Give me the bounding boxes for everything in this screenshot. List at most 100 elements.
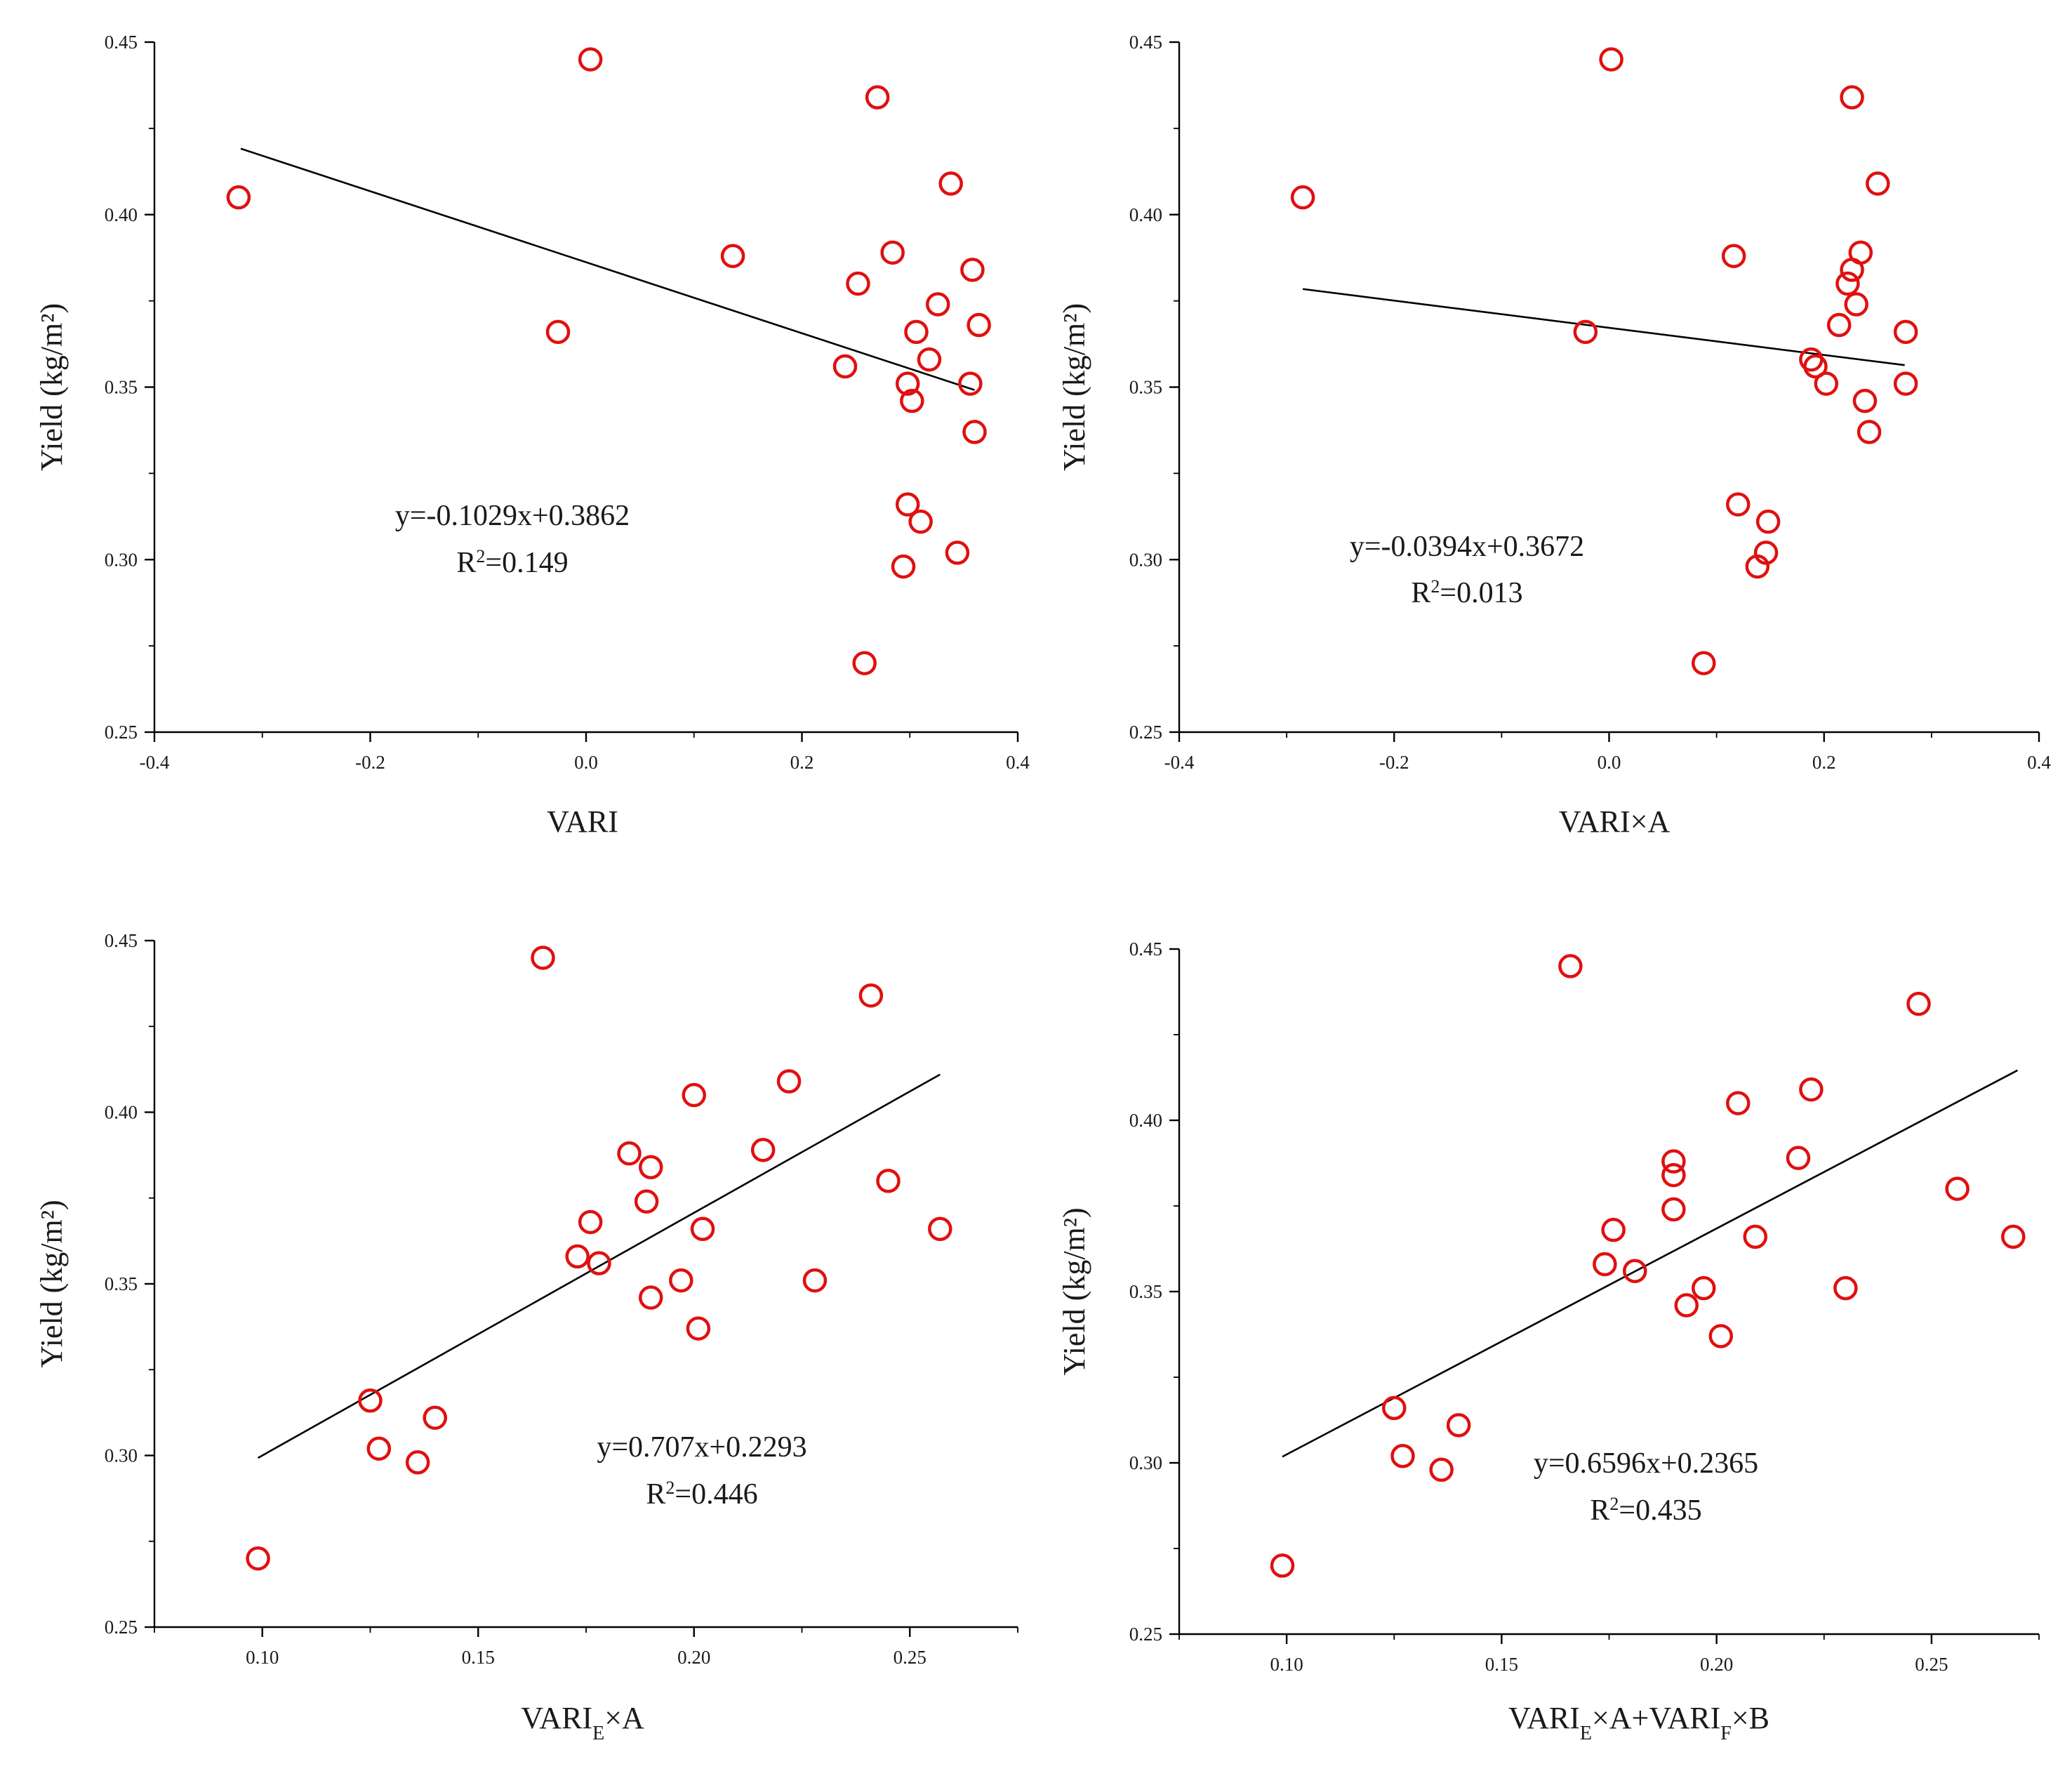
data-point: [1799, 1077, 1824, 1102]
data-point: [1786, 1146, 1811, 1170]
data-point: [578, 1209, 603, 1235]
panel-vari-a: -0.4 -0.2 0.0 0.2 0.4 0.25 0.30 0.35 0.40 0.45 y=…: [1057, 32, 2051, 839]
data-point: [960, 258, 985, 282]
y-axis-title: Yield (kg/m²): [34, 303, 69, 471]
y-tick-label: 0.30: [105, 549, 138, 570]
data-point: [2001, 1224, 2026, 1249]
x-tick-label: 0.15: [1485, 1654, 1518, 1675]
data-point: [1844, 292, 1868, 317]
data-point: [895, 492, 920, 517]
data-point: [246, 1546, 270, 1571]
data-point: [634, 1189, 659, 1214]
equation-label: y=-0.0394x+0.3672: [1350, 531, 1584, 563]
regression-line: [1282, 1069, 2018, 1458]
data-point: [967, 312, 991, 338]
x-tick-label: 0.2: [790, 752, 814, 773]
y-tick-label: 0.40: [105, 1102, 138, 1123]
data-point: [1721, 244, 1746, 268]
data-point: [686, 1316, 711, 1341]
data-point: [1429, 1457, 1454, 1483]
x-tick-label: 0.15: [462, 1647, 495, 1668]
data-point: [925, 292, 950, 317]
x-tick-label: 0.25: [894, 1647, 927, 1668]
data-point: [904, 319, 929, 345]
x-tick-label: -0.4: [140, 752, 170, 773]
data-point: [639, 1285, 663, 1310]
data-point: [545, 319, 571, 345]
x-tick-label: 0.2: [1812, 752, 1836, 773]
data-point: [405, 1450, 430, 1475]
data-point: [1674, 1293, 1699, 1318]
y-tick-label: 0.25: [105, 1617, 138, 1638]
data-point: [578, 47, 603, 72]
data-point: [1599, 47, 1623, 72]
data-point: [1852, 388, 1878, 413]
data-point: [1840, 85, 1864, 110]
data-point: [1558, 954, 1583, 979]
y-tick-label: 0.40: [1129, 1110, 1162, 1131]
data-point: [639, 1155, 663, 1179]
data-point: [423, 1405, 447, 1430]
data-point: [1390, 1443, 1415, 1468]
data-point: [1945, 1176, 1970, 1201]
data-point: [938, 171, 963, 196]
data-point: [1743, 1224, 1767, 1249]
y-tick-label: 0.45: [105, 930, 138, 951]
data-point: [1661, 1149, 1686, 1174]
x-tick-label: 0.10: [246, 1647, 279, 1668]
y-tick-label: 0.30: [105, 1445, 138, 1466]
data-point: [776, 1069, 802, 1094]
y-tick-label: 0.30: [1129, 549, 1162, 570]
regression-line: [257, 1073, 941, 1459]
data-point: [1290, 185, 1315, 210]
data-point: [865, 85, 890, 110]
data-point: [1446, 1413, 1471, 1438]
data-point: [366, 1436, 392, 1461]
data-point: [1270, 1553, 1295, 1578]
y-tick-label: 0.45: [105, 32, 138, 53]
data-point: [900, 388, 924, 413]
data-point: [1906, 991, 1931, 1016]
regression-line: [240, 147, 975, 391]
x-axis-title: VARI×A: [1559, 804, 1671, 839]
data-point: [531, 946, 555, 970]
data-point: [690, 1216, 715, 1242]
panel-vari-e-a: 0.10 0.15 0.20 0.25 0.25 0.30 0.35 0.40 0.45 y=0…: [34, 930, 1018, 1744]
data-point: [1692, 1275, 1716, 1301]
y-tick-label: 0.30: [1129, 1452, 1162, 1473]
data-point: [1593, 1252, 1617, 1277]
x-tick-label: 0.0: [1598, 752, 1621, 773]
x-tick-label: 0.25: [1915, 1654, 1948, 1675]
data-point: [750, 1138, 776, 1162]
data-point: [908, 509, 933, 534]
regression-line: [1302, 288, 1905, 366]
r-squared-label: R2=0.013: [1411, 576, 1522, 610]
data-point: [1835, 271, 1860, 296]
data-point: [917, 347, 942, 372]
x-tick-label: -0.2: [1379, 752, 1409, 773]
y-tick-label: 0.35: [1129, 377, 1162, 398]
y-axis-title: Yield (kg/m²): [1057, 1207, 1091, 1375]
y-tick-label: 0.35: [1129, 1281, 1162, 1302]
data-point: [682, 1082, 706, 1108]
y-axis-title: Yield (kg/m²): [34, 1200, 69, 1367]
data-point: [1893, 319, 1918, 345]
data-point: [852, 651, 877, 675]
data-point: [1755, 509, 1781, 534]
data-point: [1833, 1275, 1858, 1301]
data-point: [1601, 1217, 1626, 1242]
x-tick-label: 0.20: [1700, 1654, 1733, 1675]
data-point: [1708, 1324, 1733, 1348]
data-point: [802, 1268, 828, 1293]
data-point: [720, 244, 745, 268]
x-axis-title: VARIE×A+VARIF×B: [1508, 1701, 1769, 1744]
r-squared-label: R2=0.435: [1590, 1494, 1701, 1527]
panel-vari-e-a-vari-f-b: 0.10 0.15 0.20 0.25 0.25 0.30 0.35 0.40 0.45 y=0…: [1057, 938, 2040, 1744]
data-point: [876, 1169, 901, 1193]
data-point: [945, 540, 970, 565]
r-squared-label: R2=0.149: [456, 546, 568, 580]
x-axis-title: VARI: [547, 804, 618, 839]
y-tick-label: 0.45: [1129, 938, 1162, 960]
data-point: [1803, 354, 1828, 379]
